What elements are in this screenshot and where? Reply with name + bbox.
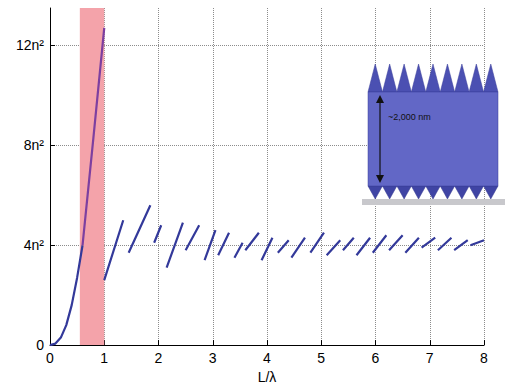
svg-text:8: 8 <box>480 350 488 366</box>
svg-text:2: 2 <box>155 350 163 366</box>
svg-text:5: 5 <box>317 350 325 366</box>
svg-text:4: 4 <box>263 350 271 366</box>
svg-text:7: 7 <box>426 350 434 366</box>
svg-text:6: 6 <box>372 350 380 366</box>
svg-text:4n²: 4n² <box>24 237 45 253</box>
svg-text:L/λ: L/λ <box>258 369 277 385</box>
svg-text:0: 0 <box>36 337 44 353</box>
svg-text:~2,000 nm: ~2,000 nm <box>388 112 431 122</box>
svg-text:12n²: 12n² <box>16 37 44 53</box>
svg-text:0: 0 <box>46 350 54 366</box>
svg-text:1: 1 <box>100 350 108 366</box>
svg-text:3: 3 <box>209 350 217 366</box>
svg-text:8n²: 8n² <box>24 137 45 153</box>
